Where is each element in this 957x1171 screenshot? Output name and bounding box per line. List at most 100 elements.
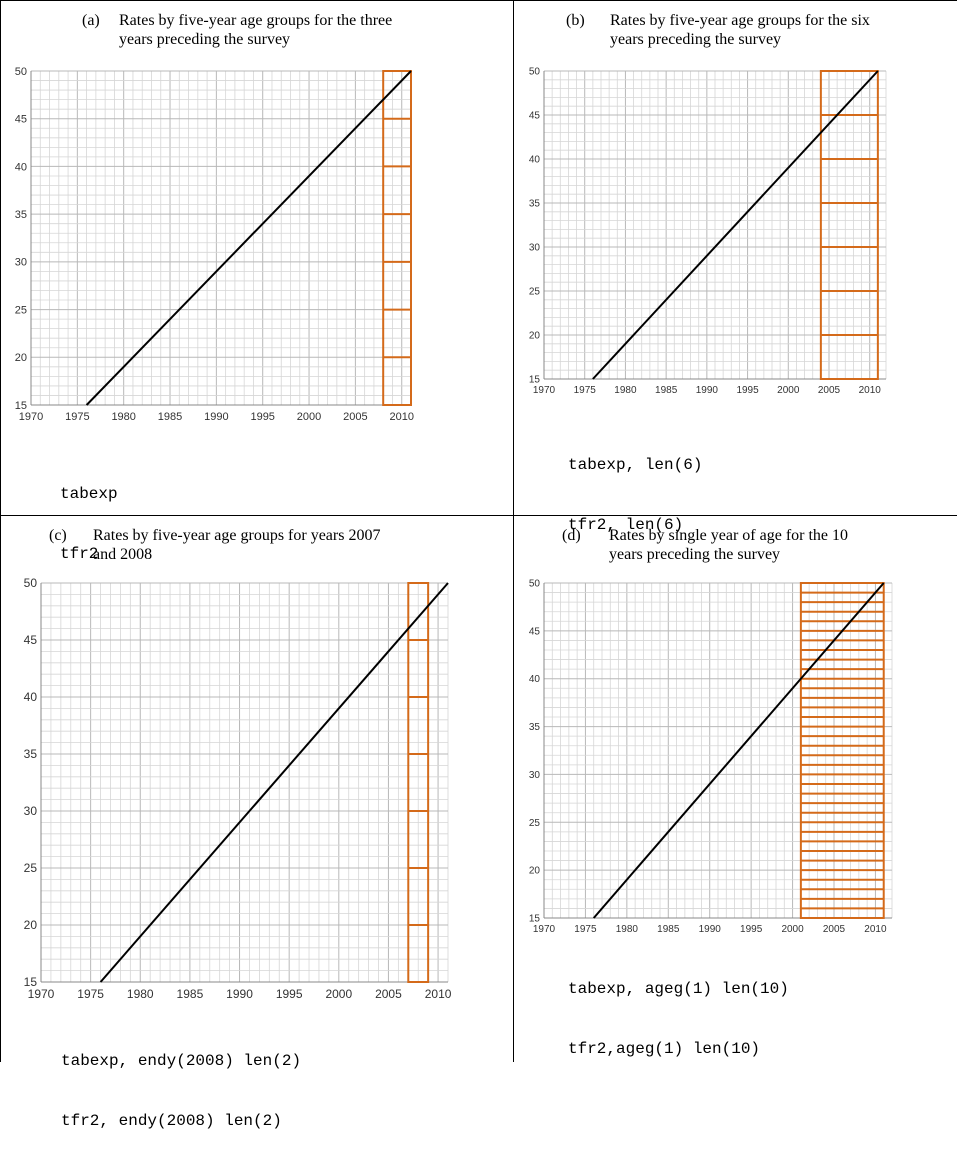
y-tick-label: 25 — [24, 861, 38, 875]
cohort-line — [85, 70, 412, 406]
y-tick-label: 20 — [24, 918, 38, 932]
y-tick-label: 25 — [15, 304, 27, 316]
y-tick-label: 50 — [529, 67, 541, 78]
stata-code: tabexp tfr2 — [60, 444, 118, 604]
y-tick-label: 25 — [529, 287, 541, 298]
x-tick-label: 1970 — [533, 385, 556, 396]
frame-left — [0, 0, 1, 1062]
code-line-2: tfr2 — [60, 545, 99, 563]
y-tick-label: 45 — [529, 626, 541, 637]
x-tick-label: 1995 — [736, 385, 759, 396]
x-tick-label: 1995 — [276, 987, 303, 1001]
x-tick-label: 2010 — [859, 385, 882, 396]
code-line-1: tabexp, len(6) — [568, 456, 703, 474]
y-tick-label: 45 — [529, 111, 541, 122]
x-tick-label: 1980 — [111, 411, 135, 423]
y-tick-label: 40 — [15, 161, 27, 173]
y-tick-label: 50 — [24, 576, 38, 590]
chart-plot: 1970 1975 1980 1985 1990 1995 2000 2005 2010 15 20… — [24, 576, 452, 1001]
panel-title-line-2: and 2008 — [93, 546, 153, 563]
x-tick-label: 1980 — [127, 987, 154, 1001]
y-tick-label: 15 — [24, 975, 38, 989]
y-tick-label: 15 — [15, 400, 27, 412]
y-tick-label: 30 — [529, 770, 541, 781]
panel-title-line-2: years preceding the survey — [610, 31, 782, 48]
y-tick-label: 20 — [529, 331, 541, 342]
x-tick-label: 2005 — [818, 385, 841, 396]
x-tick-label: 1995 — [740, 924, 763, 935]
panel-title-line-1: Rates by five-year age groups for the si… — [610, 12, 870, 29]
cohort-line — [592, 582, 885, 919]
x-tick-label: 2000 — [781, 924, 804, 935]
stata-code: tabexp, len(6) tfr2, len(6) — [568, 415, 702, 575]
panel-c: (c) Rates by five-year age groups for ye… — [1, 516, 513, 1130]
x-tick-label: 1990 — [204, 411, 228, 423]
x-tick-label: 2010 — [425, 987, 452, 1001]
y-tick-label: 40 — [24, 690, 38, 704]
x-tick-label: 1980 — [614, 385, 637, 396]
x-tick-label: 1970 — [28, 987, 55, 1001]
panel-title-line-2: years preceding the survey — [609, 546, 781, 563]
y-tick-label: 30 — [529, 243, 541, 254]
x-tick-label: 1970 — [19, 411, 43, 423]
panel-title-line-1: Rates by five-year age groups for the th… — [119, 12, 393, 29]
x-tick-label: 1990 — [226, 987, 253, 1001]
panel-title-line-2: years preceding the survey — [119, 31, 291, 48]
y-tick-label: 15 — [529, 375, 541, 386]
x-tick-label: 1975 — [65, 411, 89, 423]
y-tick-label: 35 — [529, 722, 541, 733]
panel-b: (b) Rates by five-year age groups for th… — [514, 1, 957, 534]
x-tick-label: 1985 — [177, 987, 204, 1001]
x-tick-label: 1975 — [574, 924, 597, 935]
code-line-1: tabexp, ageg(1) len(10) — [568, 980, 789, 998]
x-tick-label: 1985 — [158, 411, 182, 423]
x-tick-label: 1995 — [250, 411, 274, 423]
y-tick-label: 45 — [24, 633, 38, 647]
panel-title-line-1: Rates by single year of age for the 10 — [609, 527, 849, 544]
stata-code: tabexp, endy(2008) len(2) tfr2, endy(200… — [61, 1011, 301, 1171]
y-tick-label: 30 — [15, 257, 27, 269]
x-tick-label: 1980 — [616, 924, 639, 935]
y-tick-label: 15 — [529, 914, 541, 925]
y-tick-label: 30 — [24, 804, 38, 818]
x-tick-label: 2010 — [864, 924, 887, 935]
cohort-line — [592, 70, 879, 380]
panel-label: (c) — [49, 527, 67, 544]
y-tick-label: 35 — [529, 199, 541, 210]
panel-title-line-1: Rates by five-year age groups for years … — [93, 527, 381, 544]
panel-label: (a) — [82, 12, 100, 29]
code-line-1: tabexp — [60, 485, 118, 503]
panel-d: (d) Rates by single year of age for the … — [514, 516, 957, 1062]
panel-a: (a) Rates by five-year age groups for th… — [1, 1, 513, 563]
code-line-2: tfr2,ageg(1) len(10) — [568, 1040, 761, 1058]
frame-middle-horizontal — [0, 515, 957, 516]
x-tick-label: 1970 — [533, 924, 556, 935]
y-tick-label: 35 — [15, 209, 27, 221]
y-tick-label: 20 — [15, 352, 27, 364]
x-tick-label: 1990 — [699, 924, 722, 935]
x-tick-label: 2000 — [297, 411, 321, 423]
y-tick-label: 45 — [15, 114, 27, 126]
y-tick-label: 50 — [15, 66, 27, 78]
y-tick-label: 20 — [529, 866, 541, 877]
observation-window — [407, 582, 430, 983]
y-tick-label: 50 — [529, 579, 541, 590]
x-tick-label: 1990 — [696, 385, 719, 396]
x-tick-label: 1985 — [657, 924, 680, 935]
chart-plot: 1970 1975 1980 1985 1990 1995 2000 2005 2010 15 20… — [529, 579, 893, 935]
observation-window — [382, 70, 413, 406]
observation-window — [799, 582, 885, 919]
code-line-2: tfr2, endy(2008) len(2) — [61, 1112, 282, 1130]
chart-plot: 1970 1975 1980 1985 1990 1995 2000 2005 2010 15 20… — [15, 66, 414, 423]
panel-title: (c) Rates by five-year age groups for ye… — [49, 526, 499, 566]
cohort-line — [99, 582, 449, 983]
stata-code: tabexp, ageg(1) len(10) tfr2,ageg(1) len… — [568, 939, 789, 1099]
x-tick-label: 1975 — [77, 987, 104, 1001]
chart-plot: 1970 1975 1980 1985 1990 1995 2000 2005 2010 15 20… — [529, 67, 887, 396]
x-tick-label: 2005 — [375, 987, 402, 1001]
y-tick-label: 25 — [529, 818, 541, 829]
observation-window — [819, 70, 879, 380]
panel-title: (b) Rates by five-year age groups for th… — [566, 11, 957, 51]
x-tick-label: 2005 — [343, 411, 367, 423]
code-line-1: tabexp, endy(2008) len(2) — [61, 1052, 302, 1070]
